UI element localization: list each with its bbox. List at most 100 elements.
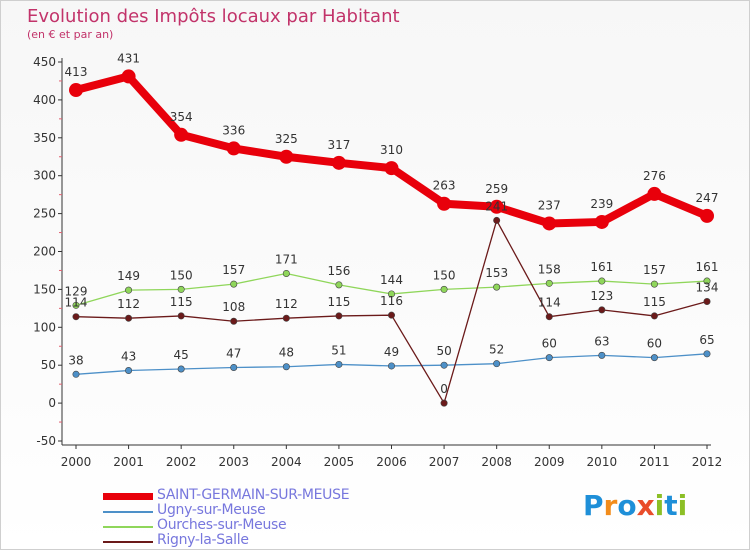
- data-label: 247: [696, 191, 719, 205]
- data-point: [282, 269, 290, 277]
- legend-label: Ourches-sur-Meuse: [157, 517, 287, 533]
- x-tick-label: 2012: [692, 455, 723, 469]
- data-label: 153: [485, 266, 508, 280]
- data-point: [125, 286, 133, 294]
- data-label: 49: [384, 345, 399, 359]
- data-label: 129: [65, 284, 88, 298]
- data-point: [594, 214, 609, 229]
- data-point: [387, 362, 395, 370]
- x-tick-label: 2005: [324, 455, 355, 469]
- data-point: [230, 317, 238, 325]
- data-point: [177, 365, 185, 373]
- data-label: 413: [65, 65, 88, 79]
- data-label: 157: [643, 263, 666, 277]
- data-point: [700, 208, 714, 223]
- x-tick-label: 2006: [376, 455, 407, 469]
- data-label: 114: [538, 296, 561, 310]
- data-label: 263: [433, 179, 456, 193]
- data-point: [226, 141, 241, 156]
- data-label: 112: [275, 297, 298, 311]
- data-label: 144: [380, 273, 403, 287]
- data-labels-layer: 38 43 45 47 48 51 49 50 52 60 63 60 65 129 149 150 157 17…: [65, 51, 719, 396]
- x-tick-label: 2008: [481, 455, 512, 469]
- data-point: [489, 199, 504, 214]
- x-tick-label: 2009: [534, 455, 565, 469]
- data-label: 241: [485, 199, 508, 213]
- y-tick-label: 450: [33, 55, 56, 69]
- legend-swatch: [103, 541, 153, 543]
- data-label: 134: [696, 281, 719, 295]
- data-point: [703, 277, 711, 285]
- data-label: 43: [121, 350, 136, 364]
- data-label: 150: [170, 268, 193, 282]
- legend-label: SAINT-GERMAIN-SUR-MEUSE: [157, 487, 350, 503]
- data-label: 115: [643, 295, 666, 309]
- x-tick-label: 2000: [61, 455, 92, 469]
- data-point: [279, 149, 294, 164]
- data-label: 310: [380, 143, 403, 157]
- series-layer: [69, 69, 714, 407]
- data-label: 336: [222, 123, 245, 137]
- data-point: [125, 314, 133, 322]
- data-label: 0: [440, 382, 448, 396]
- data-label: 171: [275, 252, 298, 266]
- logo-letter: P: [583, 489, 604, 522]
- x-tick-label: 2003: [218, 455, 249, 469]
- data-point: [598, 306, 606, 314]
- data-point: [177, 312, 185, 320]
- data-label: 317: [327, 138, 350, 152]
- legend-swatch: [103, 511, 153, 513]
- data-label: 354: [170, 110, 193, 124]
- logo-letter: o: [617, 489, 637, 522]
- data-label: 161: [590, 260, 613, 274]
- data-label: 48: [279, 346, 294, 360]
- data-point: [545, 279, 553, 287]
- data-point: [493, 216, 501, 224]
- logo-letter: x: [636, 489, 655, 522]
- data-point: [72, 301, 80, 309]
- x-tick-label: 2007: [429, 455, 460, 469]
- logo-letter: i: [677, 489, 688, 522]
- x-tick-label: 2011: [639, 455, 670, 469]
- data-label: 150: [433, 268, 456, 282]
- y-tick-label: 350: [33, 131, 56, 145]
- legend-label: Rigny-la-Salle: [157, 532, 249, 548]
- data-point: [703, 298, 711, 306]
- data-label: 112: [117, 297, 140, 311]
- y-tick-label: -50: [36, 434, 56, 448]
- data-label: 156: [327, 264, 350, 278]
- data-point: [72, 313, 80, 321]
- logo-letter: r: [603, 489, 618, 522]
- data-label: 108: [222, 300, 245, 314]
- x-tick-label: 2010: [587, 455, 618, 469]
- legend-swatch: [103, 526, 153, 528]
- data-point: [440, 285, 448, 293]
- data-label: 158: [538, 262, 561, 276]
- x-tick-label: 2001: [113, 455, 144, 469]
- data-point: [647, 186, 662, 201]
- data-label: 115: [170, 295, 193, 309]
- data-point: [437, 196, 452, 211]
- proxiti-logo: Proxiti: [583, 489, 687, 522]
- data-label: 52: [489, 343, 504, 357]
- data-label: 63: [594, 334, 609, 348]
- data-label: 50: [436, 344, 451, 358]
- data-label: 65: [699, 333, 714, 347]
- data-point: [72, 370, 80, 378]
- data-label: 60: [647, 337, 662, 351]
- data-point: [230, 363, 238, 371]
- data-point: [598, 351, 606, 359]
- data-point: [440, 399, 448, 407]
- data-label: 51: [331, 343, 346, 357]
- y-tick-label: 0: [48, 396, 56, 410]
- data-point: [174, 127, 189, 142]
- y-tick-label: 100: [33, 320, 56, 334]
- y-tick-label: 300: [33, 169, 56, 183]
- y-tick-label: 50: [41, 358, 56, 372]
- data-label: 116: [380, 294, 403, 308]
- data-label: 157: [222, 263, 245, 277]
- data-label: 239: [590, 197, 613, 211]
- data-label: 60: [542, 337, 557, 351]
